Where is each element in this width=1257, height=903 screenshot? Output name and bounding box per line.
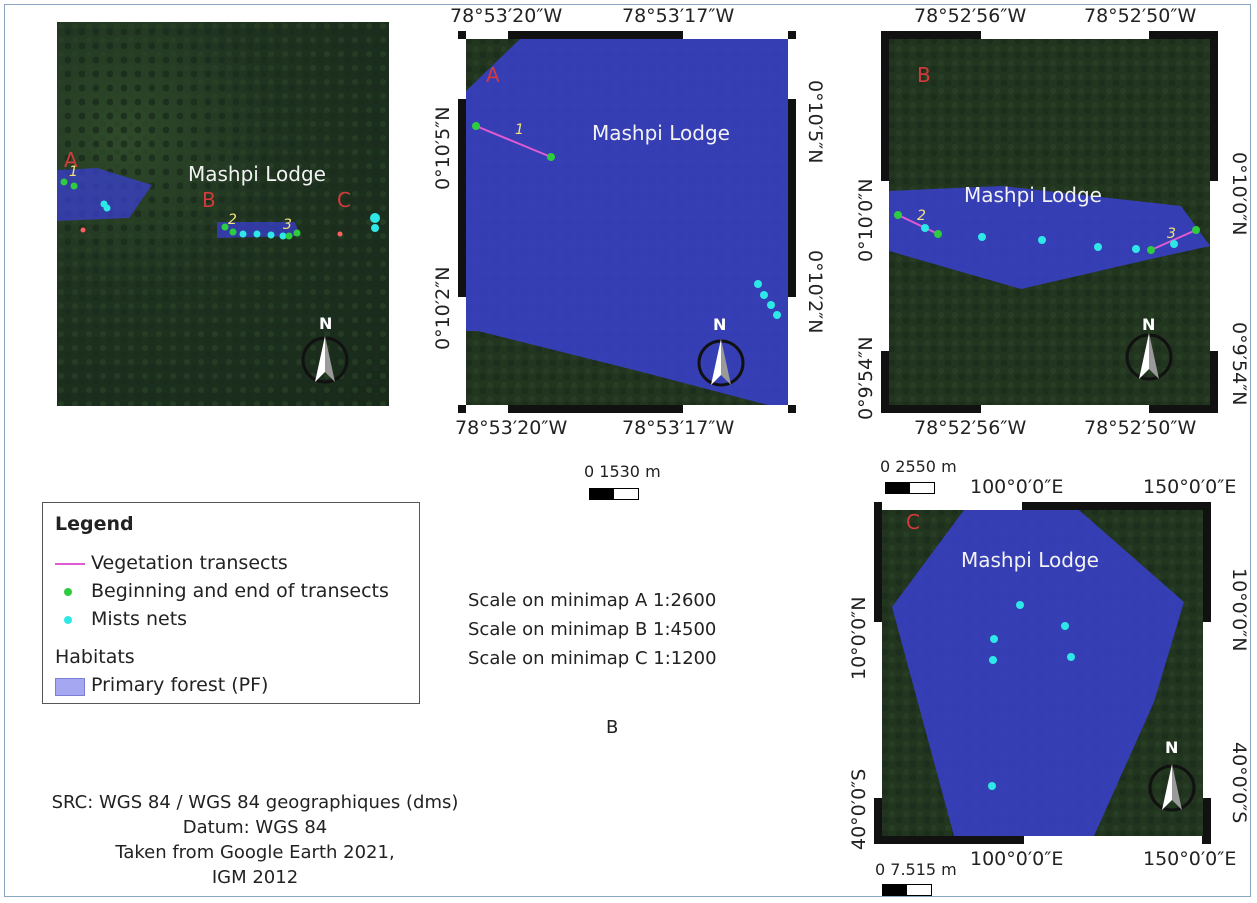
map-legend: Legend Vegetation transects Beginning an… <box>42 502 420 704</box>
minimap-a-north-arrow <box>697 339 745 387</box>
minimap-a-scale-label: 0 1530 m <box>584 462 661 481</box>
legend-nets: Mists nets <box>91 608 188 630</box>
scale-text-a: Scale on minimap A 1:2600 <box>468 590 717 611</box>
minimap-b-title: Mashpi Lodge <box>964 183 1102 207</box>
minimap-a-right-coord-1: 0°10′5″N <box>804 80 826 164</box>
minimap-a-top-coord-2: 78°53′17″W <box>622 5 735 27</box>
legend-title: Legend <box>55 513 134 535</box>
minimap-c-right-coord-2: 40°0′0″S <box>1228 742 1250 824</box>
minimap-c: C Mashpi Lodge N <box>874 502 1211 844</box>
overview-north-arrow <box>301 336 349 384</box>
scale-text-c: Scale on minimap C 1:1200 <box>468 648 717 669</box>
minimap-a-bottom-coord-1: 78°53′20″W <box>455 417 568 439</box>
minimap-a-bottom-coord-2: 78°53′17″W <box>622 417 735 439</box>
minimap-b-top-coord-2: 78°52′50″W <box>1084 5 1197 27</box>
legend-forest: Primary forest (PF) <box>91 674 269 696</box>
minimap-b-left-coord-2: 0°9′54″N <box>855 336 877 420</box>
minimap-c-bottom-coord-1: 100°0′0″E <box>970 848 1064 870</box>
source-line-4: IGM 2012 <box>211 867 299 888</box>
overview-label-b: B <box>202 188 216 212</box>
source-line-1: SRC: WGS 84 / WGS 84 geographiques (dms) <box>51 792 459 813</box>
minimap-b-label: B <box>917 63 931 87</box>
source-line-3: Taken from Google Earth 2021, <box>115 842 395 863</box>
transect-line-1 <box>475 125 552 158</box>
minimap-a-graphics <box>458 31 796 413</box>
forest-polygon-a <box>57 168 152 221</box>
legend-habitats: Habitats <box>55 646 135 668</box>
overview-north-label: N <box>319 314 333 333</box>
forest-polygon-a-zoom <box>466 39 788 405</box>
legend-net-swatch <box>64 616 72 624</box>
transect-line-3 <box>1150 229 1197 251</box>
forest-polygon-c-zoom <box>892 510 1184 836</box>
minimap-b-transect-3: 3 <box>1167 226 1176 242</box>
minimap-c-left-coord-2: 40°0′0″S <box>848 768 870 850</box>
minimap-b-top-coord-1: 78°52′56″W <box>914 5 1027 27</box>
overview-label-a: A <box>64 148 78 172</box>
overview-transect-3: 3 <box>283 217 292 233</box>
legend-endpoints: Beginning and end of transects <box>91 580 389 602</box>
minimap-b-transect-2: 2 <box>917 208 926 224</box>
minimap-b-bottom-coord-1: 78°52′56″W <box>914 417 1027 439</box>
minimap-c-top-coord-1: 100°0′0″E <box>970 476 1064 498</box>
minimap-b-right-coord-1: 0°10′0″N <box>1228 152 1250 236</box>
minimap-a-title: Mashpi Lodge <box>592 121 730 145</box>
legend-forest-swatch <box>55 678 85 696</box>
scale-text-b: Scale on minimap B 1:4500 <box>468 619 717 640</box>
minimap-c-bottom-coord-2: 150°0′0″E <box>1143 848 1237 870</box>
overview-label-c: C <box>337 188 351 212</box>
minimap-a: A Mashpi Lodge 1 N <box>458 31 796 413</box>
overview-title: Mashpi Lodge <box>188 162 326 186</box>
forest-polygon-b-zoom <box>889 186 1210 289</box>
overview-transect-1: 1 <box>69 164 78 180</box>
minimap-c-title: Mashpi Lodge <box>961 548 1099 572</box>
minimap-b-left-coord-1: 0°10′0″N <box>855 178 877 262</box>
minimap-b-scale-label: 0 2550 m <box>880 457 957 476</box>
minimap-b-graphics <box>881 31 1218 413</box>
minimap-b-scale-bar <box>885 482 935 494</box>
minimap-c-north-arrow <box>1148 764 1196 812</box>
minimap-c-left-coord-1: 10°0′0″N <box>848 596 870 680</box>
panel-letter: B <box>606 717 619 738</box>
overview-map: A B C Mashpi Lodge 1 2 3 N <box>57 22 389 406</box>
minimap-c-label: C <box>906 510 920 534</box>
transect-line-2 <box>897 214 939 235</box>
minimap-b-right-coord-2: 0°9′54″N <box>1228 322 1250 406</box>
minimap-b-north-label: N <box>1142 315 1156 334</box>
source-block: SRC: WGS 84 / WGS 84 geographiques (dms)… <box>20 790 490 890</box>
source-line-2: Datum: WGS 84 <box>182 817 328 838</box>
minimap-b-bottom-coord-2: 78°52′50″W <box>1084 417 1197 439</box>
minimap-a-left-coord-1: 0°10′5″N <box>432 106 454 190</box>
minimap-a-scale-bar <box>589 488 639 500</box>
minimap-c-right-coord-1: 10°0′0″N <box>1228 568 1250 652</box>
minimap-a-right-coord-2: 0°10′2″N <box>804 250 826 334</box>
minimap-c-scale-bar <box>882 884 932 896</box>
minimap-a-north-label: N <box>713 315 727 334</box>
minimap-a-label: A <box>486 63 500 87</box>
overview-transect-2: 2 <box>228 212 237 228</box>
minimap-a-transect-1: 1 <box>515 122 524 138</box>
legend-transects: Vegetation transects <box>91 552 288 574</box>
minimap-c-top-coord-2: 150°0′0″E <box>1143 476 1237 498</box>
minimap-a-left-coord-2: 0°10′2″N <box>432 266 454 350</box>
figure-frame <box>4 4 1251 897</box>
legend-transect-swatch <box>55 563 85 565</box>
overview-map-graphics <box>57 22 389 406</box>
minimap-b-north-arrow <box>1125 333 1173 381</box>
minimap-a-top-coord-1: 78°53′20″W <box>450 5 563 27</box>
forest-polygon-b <box>217 222 300 238</box>
minimap-c-graphics <box>874 502 1211 844</box>
minimap-c-scale-label: 0 7.515 m <box>875 860 957 879</box>
minimap-b: B Mashpi Lodge 2 3 N <box>881 31 1218 413</box>
minimap-c-north-label: N <box>1165 738 1179 757</box>
legend-endpoint-swatch <box>64 588 72 596</box>
